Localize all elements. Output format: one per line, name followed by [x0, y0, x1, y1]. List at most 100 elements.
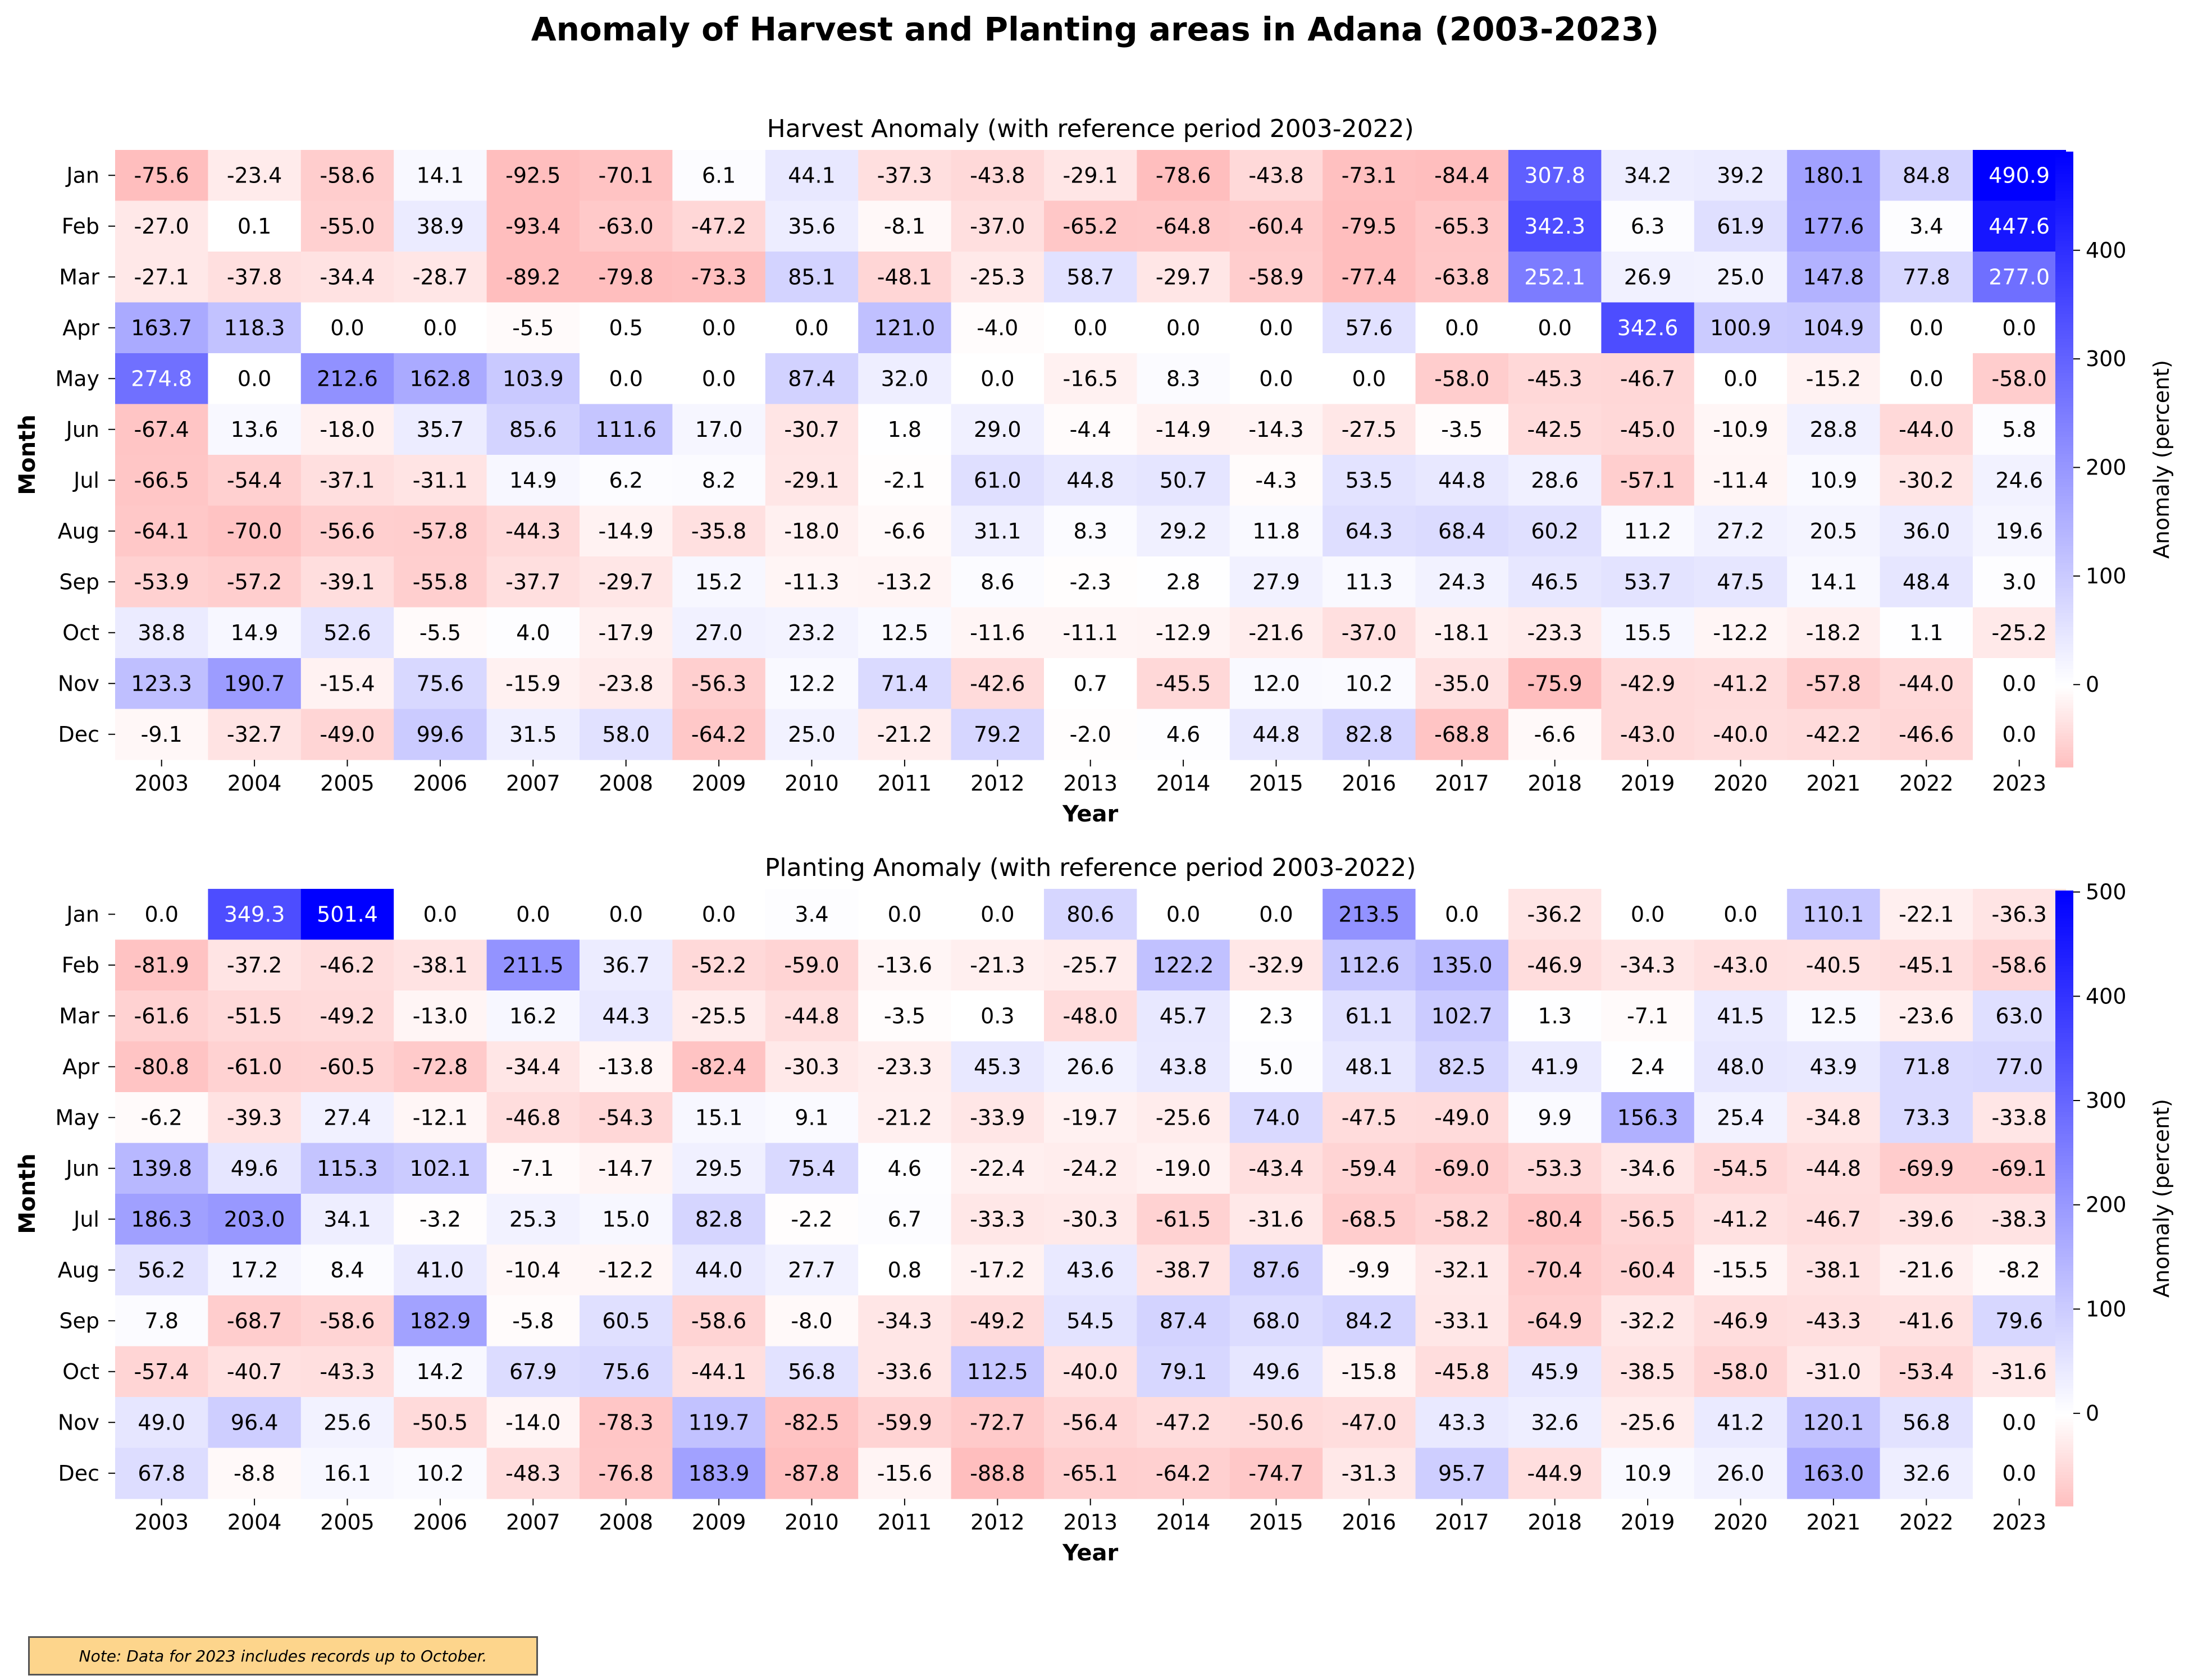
cell-value-label: -80.4: [1527, 1207, 1583, 1231]
colorbar-segment: [2055, 355, 2073, 359]
heatmap-cell: [486, 709, 580, 760]
y-tick-label: Jul: [72, 1207, 99, 1231]
heatmap-cell: [580, 455, 673, 506]
colorbar-segment: [2055, 691, 2073, 695]
heatmap-cell: [765, 1448, 859, 1499]
heatmap-cell: [208, 455, 302, 506]
heatmap-cell: [1787, 1295, 1881, 1347]
cell-value-label: 29.2: [1160, 519, 1207, 544]
heatmap-cell: [1508, 200, 1602, 252]
heatmap-cell: [1601, 150, 1695, 202]
x-tick-label: 2015: [1249, 1510, 1303, 1535]
heatmap-cell: [115, 709, 208, 760]
heatmap-cell: [1137, 1143, 1230, 1194]
heatmap-cell: [486, 1041, 580, 1093]
colorbar-segment: [2055, 246, 2073, 250]
colorbar-segment: [2055, 347, 2073, 351]
heatmap-cell: [1787, 404, 1881, 455]
heatmap-cell: [1601, 556, 1695, 608]
heatmap-cell: [765, 990, 859, 1042]
cell-value-label: 75.4: [788, 1156, 836, 1181]
cell-value-label: -57.8: [1806, 671, 1861, 696]
heatmap-cell: [1973, 404, 2066, 455]
cell-value-label: -43.3: [1806, 1308, 1861, 1333]
cell-value-label: 0.0: [1723, 902, 1757, 926]
cell-value-label: 49.6: [231, 1156, 279, 1181]
heatmap-cell: [1973, 1092, 2066, 1144]
heatmap-cell: [1508, 353, 1602, 405]
heatmap-cell: [1880, 1143, 1973, 1194]
colorbar-tick-label: 300: [2086, 346, 2127, 371]
cell-value-label: 14.1: [1810, 569, 1858, 594]
cell-value-label: -60.4: [1620, 1258, 1675, 1282]
heatmap-cell: [208, 200, 302, 252]
x-tick-label: 2004: [227, 1510, 282, 1535]
heatmap-cell: [486, 556, 580, 608]
cell-value-label: -34.4: [505, 1054, 560, 1079]
heatmap-cell: [580, 1397, 673, 1449]
colorbar-segment: [2055, 521, 2073, 524]
y-tick-label: May: [55, 1105, 99, 1130]
heatmap-cell: [858, 1295, 952, 1347]
heatmap-cell: [1044, 556, 1137, 608]
heatmap-cell: [1044, 150, 1137, 202]
colorbar-segment: [2055, 1436, 2073, 1440]
colorbar-segment: [2055, 501, 2073, 505]
heatmap-cell: [1322, 252, 1416, 303]
colorbar-segment: [2055, 688, 2073, 692]
heatmap-cell: [858, 1041, 952, 1093]
cell-value-label: 61.1: [1346, 1003, 1393, 1028]
heatmap-cell: [1415, 150, 1509, 202]
heatmap-cell: [1044, 658, 1137, 710]
cell-value-label: 36.0: [1903, 519, 1950, 544]
cell-value-label: 183.9: [688, 1461, 750, 1486]
colorbar-segment: [2055, 677, 2073, 681]
heatmap-cell: [1229, 939, 1323, 991]
colorbar-segment: [2055, 557, 2073, 561]
heatmap-cell: [1787, 939, 1881, 991]
x-tick-label: 2009: [692, 771, 746, 796]
cell-value-label: 67.8: [138, 1461, 185, 1486]
y-tick-label: Nov: [58, 1410, 99, 1435]
colorbar-segment: [2055, 599, 2073, 602]
cell-value-label: 26.6: [1066, 1054, 1114, 1079]
colorbar-segment: [2055, 311, 2073, 314]
x-tick-label: 2011: [878, 771, 932, 796]
y-tick-label: Aug: [58, 519, 99, 544]
cell-value-label: 10.2: [1346, 671, 1393, 696]
y-tick-label: Aug: [58, 1258, 99, 1282]
colorbar-segment: [2055, 1416, 2073, 1420]
colorbar-segment: [2055, 643, 2073, 647]
heatmap-cell: [1508, 990, 1602, 1042]
y-tick-label: Sep: [59, 569, 99, 594]
colorbar-segment: [2055, 476, 2073, 480]
x-tick-label: 2019: [1621, 771, 1675, 796]
heatmap-cell: [115, 1194, 208, 1245]
cell-value-label: -21.6: [1899, 1258, 1954, 1282]
x-tick-label: 2008: [599, 771, 653, 796]
colorbar-segment: [2055, 1114, 2073, 1118]
cell-value-label: -88.8: [970, 1461, 1025, 1486]
cell-value-label: -27.0: [134, 214, 189, 239]
colorbar-segment: [2055, 1349, 2073, 1353]
heatmap-cell: [1601, 1346, 1695, 1398]
heatmap-cell: [1973, 939, 2066, 991]
heatmap-cell: [115, 1295, 208, 1347]
cell-value-label: -23.3: [877, 1054, 932, 1079]
heatmap-cell: [858, 455, 952, 506]
heatmap-cell: [300, 1194, 394, 1245]
colorbar-segment: [2055, 185, 2073, 189]
cell-value-label: -68.5: [1342, 1207, 1397, 1231]
cell-value-label: 182.9: [410, 1308, 471, 1333]
colorbar-tick-label: 300: [2086, 1088, 2127, 1113]
cell-value-label: 44.8: [1066, 468, 1114, 492]
heatmap-cell: [1694, 939, 1787, 991]
colorbar-segment: [2055, 963, 2073, 967]
heatmap-cell: [1229, 556, 1323, 608]
cell-value-label: -14.0: [505, 1410, 560, 1435]
cell-value-label: 44.8: [1438, 468, 1486, 492]
cell-value-label: 2.3: [1259, 1003, 1293, 1028]
cell-value-label: 50.7: [1160, 468, 1207, 492]
colorbar-segment: [2055, 1296, 2073, 1300]
colorbar-segment: [2055, 938, 2073, 942]
